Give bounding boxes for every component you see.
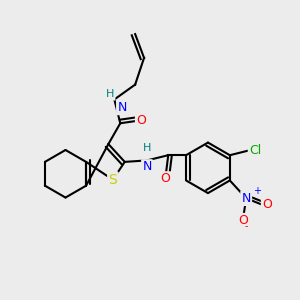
Text: N: N bbox=[142, 160, 152, 173]
Text: O: O bbox=[136, 114, 146, 127]
Text: H: H bbox=[143, 143, 151, 153]
Text: O: O bbox=[238, 214, 248, 227]
Text: O: O bbox=[160, 172, 170, 185]
Text: O: O bbox=[262, 198, 272, 211]
Text: N: N bbox=[117, 101, 127, 114]
Text: H: H bbox=[106, 89, 114, 100]
Text: Cl: Cl bbox=[249, 144, 261, 157]
Text: -: - bbox=[245, 221, 248, 232]
Text: N: N bbox=[242, 192, 251, 205]
Text: +: + bbox=[253, 186, 261, 196]
Text: S: S bbox=[109, 173, 117, 187]
